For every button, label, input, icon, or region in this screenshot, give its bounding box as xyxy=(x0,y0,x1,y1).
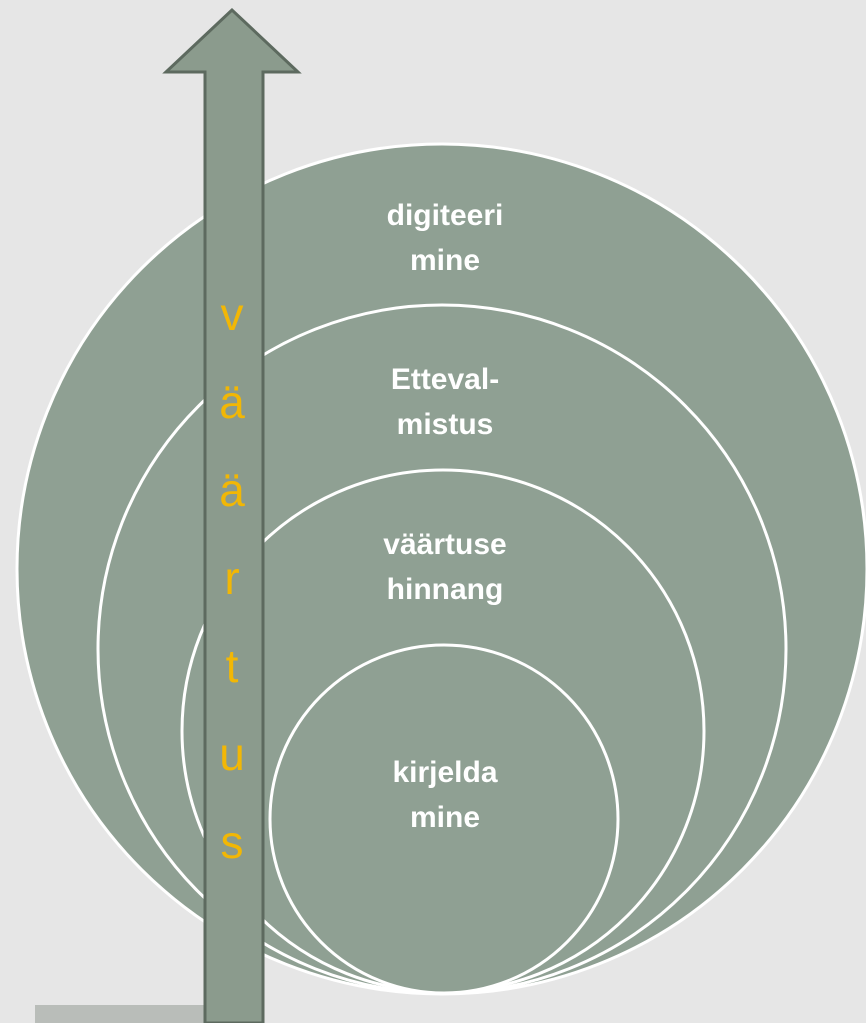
arrow-letter: t xyxy=(226,640,239,692)
circle-label: kirjelda xyxy=(392,756,497,789)
circle-label: Etteval- xyxy=(391,363,499,396)
thumbnail xyxy=(35,1005,205,1023)
diagram: digiteeri mine Etteval-mistus väärtuse hinna… xyxy=(0,0,866,1023)
circle-label: väärtuse xyxy=(383,528,506,561)
arrow-letter: v xyxy=(221,288,244,340)
circle-label: mine xyxy=(410,244,480,277)
arrow-letter: s xyxy=(221,816,244,868)
circle-label: digiteeri xyxy=(387,199,504,232)
arrow-letter: ä xyxy=(219,464,245,516)
arrow-letter: u xyxy=(219,728,245,780)
circle-label: mistus xyxy=(397,408,494,441)
arrow-letter: ä xyxy=(219,376,245,428)
page: {"circles": [ {"label": ["digiteeri", "m… xyxy=(0,0,866,1023)
circle-label: mine xyxy=(410,801,480,834)
arrow-letter: r xyxy=(224,552,239,604)
circle-label: hinnang xyxy=(387,573,504,606)
